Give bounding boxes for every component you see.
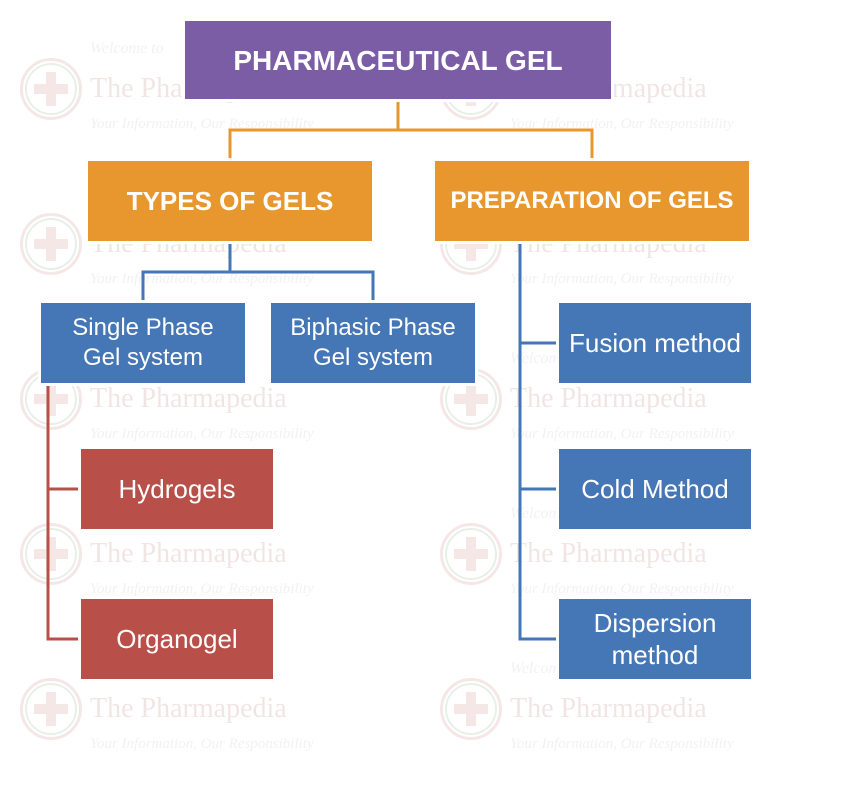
node-pharmaceutical-gel: PHARMACEUTICAL GEL (182, 18, 614, 102)
node-single-phase: Single Phase Gel system (38, 300, 248, 386)
node-label: Hydrogels (118, 473, 235, 506)
watermark-title: The Pharmapedia (90, 383, 287, 415)
node-label: Biphasic Phase Gel system (281, 313, 465, 373)
watermark-subtitle: Your Information, Our Responsibility (90, 271, 314, 288)
watermark-subtitle: Your Information, Our Responsibility (510, 736, 734, 753)
watermark-logo-icon (440, 523, 502, 585)
watermark-logo-icon (20, 678, 82, 740)
node-biphasic-phase: Biphasic Phase Gel system (268, 300, 478, 386)
node-label: Dispersion method (569, 607, 741, 672)
watermark-logo-icon (20, 213, 82, 275)
node-organogel: Organogel (78, 596, 276, 682)
watermark-title: The Pharmapedia (510, 538, 707, 570)
node-label: PHARMACEUTICAL GEL (233, 43, 562, 78)
watermark-logo-icon (20, 523, 82, 585)
node-dispersion-method: Dispersion method (556, 596, 754, 682)
node-label: Single Phase Gel system (51, 313, 235, 373)
watermark-subtitle: Your Information, Our Responsibility (510, 271, 734, 288)
node-preparation-of-gels: PREPARATION OF GELS (432, 158, 752, 244)
watermark-title: The Pharmapedia (510, 693, 707, 725)
node-label: PREPARATION OF GELS (450, 186, 733, 216)
watermark-logo-icon (20, 58, 82, 120)
node-label: Organogel (116, 623, 237, 656)
node-label: TYPES OF GELS (127, 185, 334, 218)
watermark-logo-icon (440, 678, 502, 740)
watermark-subtitle: Your Information, Our Responsibility (510, 426, 734, 443)
watermark-title: The Pharmapedia (90, 693, 287, 725)
node-label: Cold Method (581, 473, 728, 506)
watermark-subtitle: Your Information, Our Responsibility (510, 116, 734, 133)
node-types-of-gels: TYPES OF GELS (85, 158, 375, 244)
node-hydrogels: Hydrogels (78, 446, 276, 532)
node-cold-method: Cold Method (556, 446, 754, 532)
watermark-subtitle: Your Information, Our Responsibility (90, 116, 314, 133)
node-label: Fusion method (569, 327, 741, 360)
watermark-subtitle: Your Information, Our Responsibility (90, 736, 314, 753)
watermark-title: The Pharmapedia (90, 538, 287, 570)
watermark-subtitle: Your Information, Our Responsibility (90, 426, 314, 443)
node-fusion-method: Fusion method (556, 300, 754, 386)
watermark-title: The Pharmapedia (510, 383, 707, 415)
